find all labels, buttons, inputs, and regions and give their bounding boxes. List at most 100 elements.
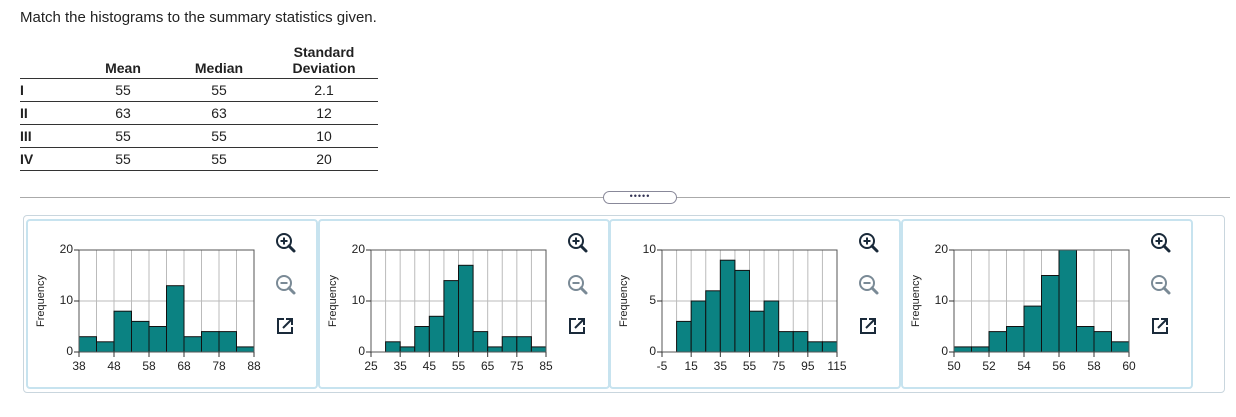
bar: [443, 280, 459, 353]
x-tick-label: 60: [1122, 359, 1136, 373]
x-tick-label: 25: [364, 359, 378, 373]
table-row: II 63 63 12: [20, 101, 378, 125]
bar: [792, 331, 809, 353]
histogram-panel: Frequency 0 5 10 -5 15 35 55 75 95 115: [609, 219, 901, 389]
bar: [1023, 305, 1042, 353]
bar: [148, 326, 167, 353]
stats-table: Mean Median Standard Deviation I 55 55 2.1 I…: [20, 44, 378, 171]
x-tick-label: 88: [247, 359, 261, 373]
bar: [821, 341, 838, 353]
y-tick-label: 20: [352, 242, 366, 256]
bar: [719, 259, 736, 353]
x-tick-label: 15: [684, 359, 698, 373]
bar: [113, 310, 132, 353]
row-label: IV: [20, 147, 78, 171]
y-axis-label: Frequency: [910, 275, 922, 327]
y-axis-label: Frequency: [35, 275, 47, 327]
table-row: IV 55 55 20: [20, 147, 378, 171]
zoom-in-button[interactable]: [568, 233, 588, 253]
y-axis-label: Frequency: [327, 275, 339, 327]
popout-button[interactable]: [860, 318, 876, 334]
bar: [749, 310, 765, 353]
x-tick-label: 85: [539, 359, 553, 373]
cell: 63: [78, 101, 168, 125]
bar: [385, 341, 401, 353]
bar: [472, 331, 489, 353]
bar: [516, 336, 532, 353]
cell: 55: [168, 147, 270, 171]
bar: [201, 331, 220, 353]
y-tick-label: 10: [935, 293, 949, 307]
bar: [676, 320, 692, 353]
bar: [1093, 331, 1112, 353]
zoom-in-button[interactable]: [1151, 233, 1171, 253]
row-label: I: [20, 78, 78, 102]
bar: [971, 346, 990, 353]
zoom-out-button[interactable]: [276, 275, 296, 295]
bar: [988, 331, 1007, 353]
histogram: Frequency 0 5 10 -5 15 35 55 75 95 115: [618, 233, 879, 373]
x-tick-label: 115: [827, 359, 846, 373]
bar: [763, 300, 780, 353]
bar: [734, 269, 750, 353]
x-tick-label: 35: [714, 359, 728, 373]
row-label: II: [20, 101, 78, 125]
y-tick-label: 5: [649, 293, 656, 307]
zoom-in-button[interactable]: [859, 233, 879, 253]
x-tick-label: 45: [423, 359, 437, 373]
y-axis-label: Frequency: [618, 275, 630, 327]
cell: 55: [168, 124, 270, 148]
x-tick-label: 75: [772, 359, 786, 373]
bar: [166, 285, 185, 353]
table-row: III 55 55 10: [20, 124, 378, 148]
expand-handle[interactable]: •••••: [603, 191, 677, 204]
histogram: Frequency 0 10 20 50 52 54 56 58 60: [910, 233, 1171, 373]
histogram-panel: Frequency 0 10 20 38 48 58 68 78 88: [26, 219, 318, 389]
instruction: Match the histograms to the summary stat…: [20, 9, 377, 26]
bar: [236, 346, 255, 353]
cell: 55: [168, 78, 270, 102]
cell: 2.1: [270, 78, 378, 102]
cell: 12: [270, 101, 378, 125]
column-header: Median: [194, 60, 244, 76]
y-tick-label: 0: [649, 344, 656, 358]
bar: [1076, 326, 1095, 353]
zoom-out-button[interactable]: [1151, 275, 1171, 295]
histogram: Frequency 0 10 20 38 48 58 68 78 88: [35, 233, 296, 373]
column-header: Mean: [105, 60, 141, 76]
popout-button[interactable]: [569, 318, 585, 334]
zoom-out-button[interactable]: [859, 275, 879, 295]
column-header: Standard Deviation: [292, 44, 356, 76]
x-tick-label: 58: [1087, 359, 1101, 373]
bar: [501, 336, 518, 353]
popout-button[interactable]: [1152, 318, 1168, 334]
bar: [1111, 341, 1130, 353]
zoom-out-button[interactable]: [568, 275, 588, 295]
popout-button[interactable]: [277, 318, 293, 334]
y-tick-label: 0: [66, 344, 73, 358]
bar: [778, 331, 794, 353]
x-tick-label: 54: [1017, 359, 1031, 373]
x-tick-label: 75: [510, 359, 524, 373]
histogram-panel: Frequency 0 10 20 50 52 54 56 58 60: [901, 219, 1193, 389]
bar: [428, 315, 445, 353]
x-tick-label: 58: [142, 359, 156, 373]
bar: [705, 290, 721, 353]
x-tick-label: 52: [982, 359, 996, 373]
x-tick-label: 56: [1052, 359, 1066, 373]
histogram-panel: Frequency 0 10 20 25 35 45 55 65 75 85: [318, 219, 610, 389]
bar: [487, 346, 503, 353]
bar: [807, 341, 823, 353]
x-tick-label: 65: [481, 359, 495, 373]
zoom-in-button[interactable]: [276, 233, 296, 253]
x-tick-label: 68: [177, 359, 191, 373]
x-tick-label: 35: [393, 359, 407, 373]
bar: [183, 336, 202, 353]
y-tick-label: 0: [358, 344, 365, 358]
cell: 55: [78, 147, 168, 171]
bar: [78, 336, 97, 353]
x-tick-label: -5: [657, 359, 668, 373]
x-tick-label: 50: [947, 359, 961, 373]
bar: [690, 300, 707, 353]
